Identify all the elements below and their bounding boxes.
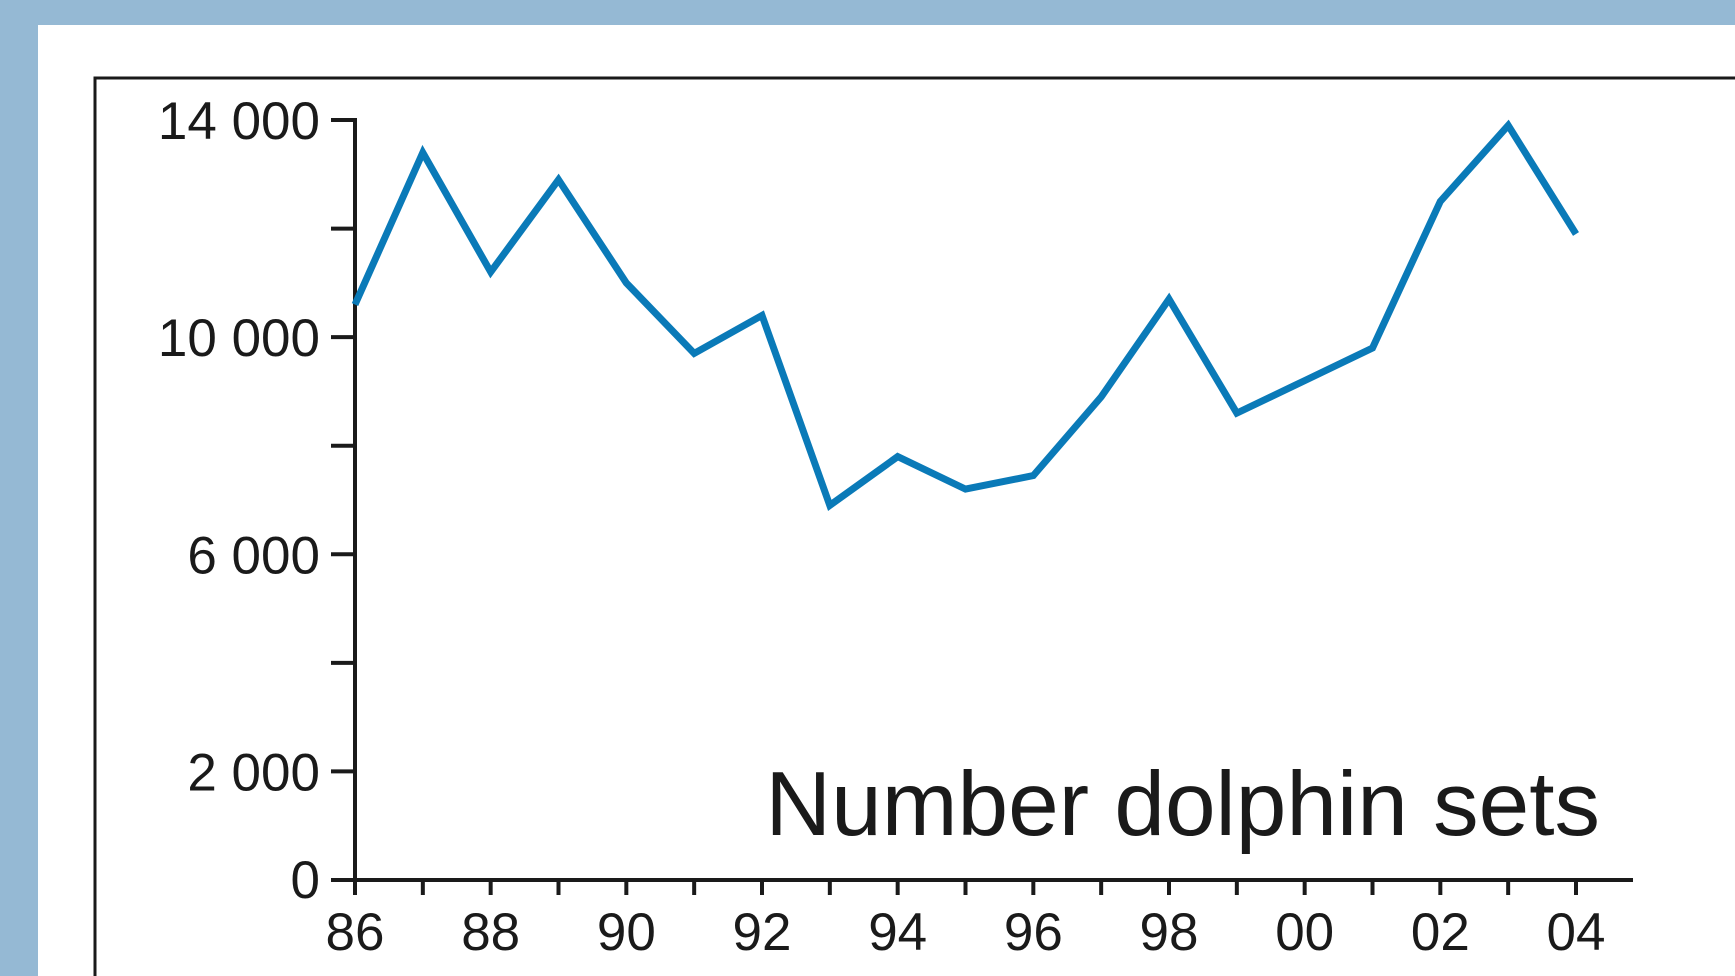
x-tick-label: 94 (868, 903, 927, 962)
y-tick-label: 2 000 (187, 743, 320, 802)
series-layer (351, 119, 1579, 511)
chart-annotation: Number dolphin sets (765, 754, 1600, 855)
plot-border (93, 76, 1735, 976)
x-tick-label: 90 (597, 903, 656, 962)
x-tick-label: 98 (1140, 903, 1199, 962)
x-tick-label: 02 (1411, 903, 1470, 962)
x-tick-label: 96 (1004, 903, 1063, 962)
dolphin-sets-line-chart: 0 2 000 6 000 10 000 14 000 86 88 90 92 94 96 98 00 0… (93, 76, 1735, 976)
x-tick-label: 92 (733, 903, 792, 962)
x-tick-label: 86 (326, 903, 385, 962)
x-tick-label: 04 (1547, 903, 1606, 962)
series-line (351, 119, 1579, 511)
tick-labels: 0 2 000 6 000 10 000 14 000 86 88 90 92 94 96 98 00 0… (158, 92, 1606, 962)
chart-panel: 0 2 000 6 000 10 000 14 000 86 88 90 92 94 96 98 00 0… (38, 25, 1735, 976)
x-tick-label: 00 (1275, 903, 1334, 962)
axis-ticks (331, 118, 1578, 895)
y-tick-label: 10 000 (158, 309, 320, 368)
y-tick-label: 0 (291, 851, 320, 910)
x-tick-label: 88 (461, 903, 520, 962)
y-tick-label: 6 000 (187, 526, 320, 585)
y-tick-label: 14 000 (158, 92, 320, 151)
axes (353, 118, 1633, 882)
